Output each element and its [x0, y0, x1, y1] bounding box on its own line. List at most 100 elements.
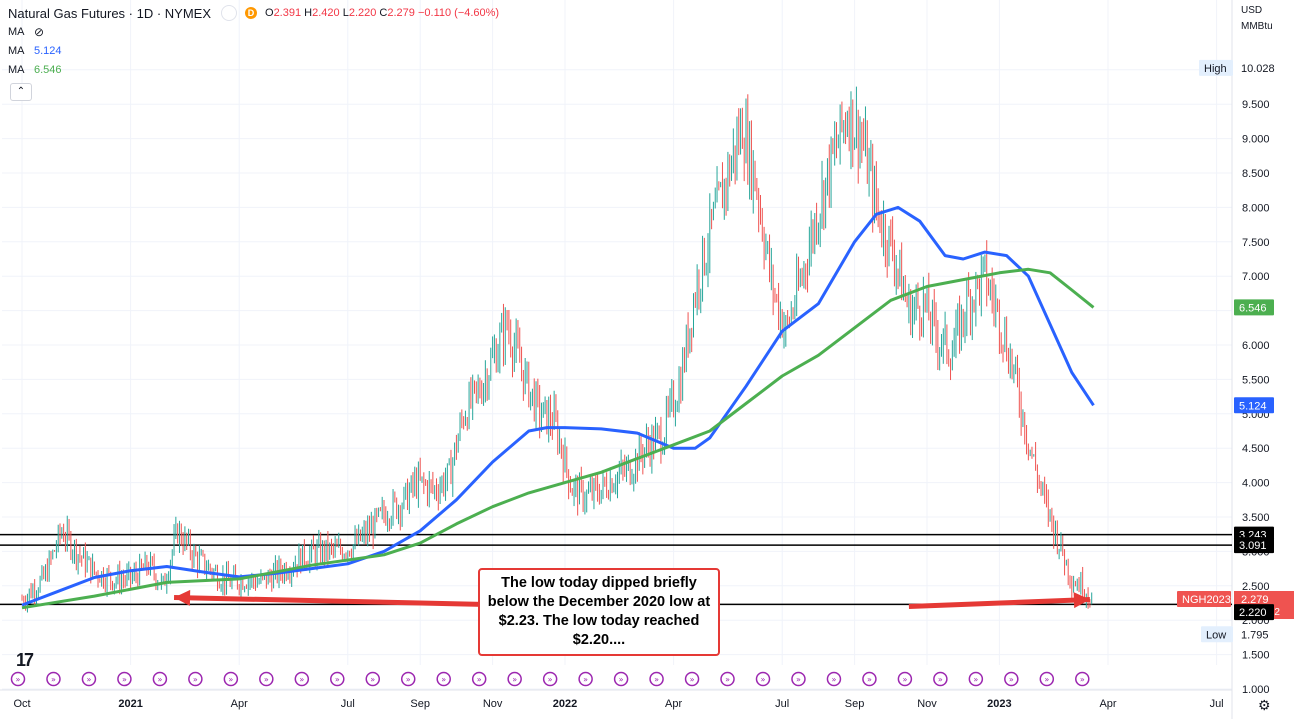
event-marker-glyph: » [264, 675, 269, 684]
x-tick-label: Apr [665, 698, 682, 710]
y-tick-label: 2.500 [1242, 581, 1270, 593]
event-marker-glyph: » [619, 675, 624, 684]
event-marker-icon [400, 671, 416, 687]
x-tick-label: Sep [410, 698, 430, 710]
last-price-tag: 2.279 [1241, 594, 1269, 606]
x-tick-label: Sep [845, 698, 865, 710]
delay-badge: D [245, 7, 257, 19]
event-marker-icon [897, 671, 913, 687]
visibility-icon[interactable] [221, 5, 237, 21]
event-marker-glyph: » [690, 675, 695, 684]
event-marker-glyph: » [548, 675, 553, 684]
y-tick-label: 8.000 [1242, 202, 1270, 214]
ma-price-tag: 6.546 [1239, 302, 1267, 314]
event-marker-icon [294, 671, 310, 687]
event-marker-glyph: » [228, 675, 233, 684]
arrow-line [908, 597, 1090, 609]
level-price-tag: 3.091 [1239, 540, 1267, 552]
ma-line [21, 267, 1095, 610]
event-marker-icon [755, 671, 771, 687]
event-marker-glyph: » [406, 675, 411, 684]
ma-price-tag-bg [1234, 299, 1274, 316]
y-tick-label: 9.000 [1242, 134, 1270, 146]
y-tick-label: 4.500 [1242, 443, 1270, 455]
x-tick-label: Nov [483, 698, 503, 710]
ma-legend-row[interactable]: MA 6.546 [8, 64, 62, 76]
price-axis[interactable]: 1.0001.5002.0002.5003.0003.5004.0004.500… [1177, 59, 1294, 696]
y-tick-label: 8.500 [1242, 168, 1270, 180]
x-tick-label: Jul [341, 698, 355, 710]
currency-label[interactable]: USD [1241, 5, 1263, 16]
event-marker-icon [720, 671, 735, 687]
x-tick-label: Nov [917, 698, 937, 710]
event-marker-icon [117, 671, 132, 687]
event-marker-glyph: » [1044, 675, 1049, 684]
y-tick-label: 7.500 [1242, 237, 1270, 249]
ma-price-tag: 5.124 [1239, 400, 1267, 412]
event-marker-icon [862, 671, 877, 687]
event-marker-icon [436, 671, 451, 687]
event-marker-icon [968, 671, 984, 687]
y-tick-label: 6.000 [1242, 340, 1270, 352]
event-marker-glyph: » [370, 675, 375, 684]
x-tick-label: Apr [231, 698, 248, 710]
tradingview-logo-icon[interactable]: 17 [16, 650, 34, 670]
level-price-tag-bg [1234, 537, 1274, 554]
low-side-tag: Low [1206, 629, 1226, 641]
event-marker-icon [826, 671, 842, 687]
symbol-side-tag-bg [1177, 591, 1231, 608]
event-marker-glyph: » [16, 675, 21, 684]
event-marker-glyph: » [583, 675, 588, 684]
event-marker-icon [542, 671, 558, 687]
event-marker-icon [223, 671, 239, 687]
high-price-tag-bg [1236, 59, 1280, 76]
event-marker-icon [81, 671, 97, 687]
event-marker-icon [933, 671, 948, 687]
collapse-legend-button[interactable]: ⌃ [10, 83, 32, 101]
y-tick-label: 9.500 [1242, 99, 1270, 111]
event-marker-glyph: » [86, 675, 91, 684]
unit-label[interactable]: MMBtu [1241, 21, 1273, 32]
x-tick-label: 2022 [553, 698, 577, 710]
event-marker-icon [507, 671, 522, 687]
symbol-title[interactable]: Natural Gas Futures · 1D · NYMEX [8, 5, 211, 21]
hidden-eye-icon[interactable]: ⊘ [34, 25, 45, 39]
event-marker-glyph: » [938, 675, 943, 684]
event-marker-glyph: » [335, 675, 340, 684]
event-marker-icon [791, 671, 806, 687]
high-side-tag-bg [1199, 59, 1233, 76]
x-tick-label: Jul [775, 698, 789, 710]
x-tick-label: 2023 [987, 698, 1011, 710]
event-marker-glyph: » [654, 675, 659, 684]
annotation-callout[interactable]: The low today dipped briefly below the D… [478, 568, 720, 656]
y-tick-label: 1.000 [1242, 684, 1270, 696]
candles [21, 86, 1093, 613]
event-marker-icon [578, 671, 593, 687]
event-marker-glyph: » [51, 675, 56, 684]
event-marker-glyph: » [299, 675, 304, 684]
y-tick-label: 3.500 [1242, 512, 1270, 524]
low-today-tag-bg [1234, 604, 1274, 621]
event-marker-glyph: » [831, 675, 836, 684]
event-marker-icon [259, 671, 274, 687]
gear-icon[interactable]: ⚙ [1258, 697, 1271, 713]
x-tick-label: Jul [1210, 698, 1224, 710]
x-tick-label: Oct [13, 698, 30, 710]
low-price-tag-bg [1236, 626, 1276, 643]
arrow-head [1073, 592, 1090, 609]
event-marker-glyph: » [122, 675, 127, 684]
high-price-tag: 10.028 [1241, 63, 1275, 75]
event-marker-glyph: » [725, 675, 730, 684]
event-marker-glyph: » [193, 675, 198, 684]
low-price-tag: 1.795 [1241, 629, 1269, 641]
event-marker-icon [330, 671, 345, 687]
time-axis[interactable]: Oct 2021 Apr Jul Sep Nov 2022 Apr Jul Sep Nov 2023 A… [10, 671, 1224, 711]
event-marker-glyph: » [973, 675, 978, 684]
low-today-tag: 2.220 [1239, 607, 1267, 619]
ma-legend-row[interactable]: MA ⊘ [8, 25, 45, 39]
ma-legend-row[interactable]: MA 5.124 [8, 45, 62, 57]
arrow-head [174, 589, 191, 606]
event-marker-icon [613, 671, 629, 687]
event-marker-glyph: » [1009, 675, 1014, 684]
